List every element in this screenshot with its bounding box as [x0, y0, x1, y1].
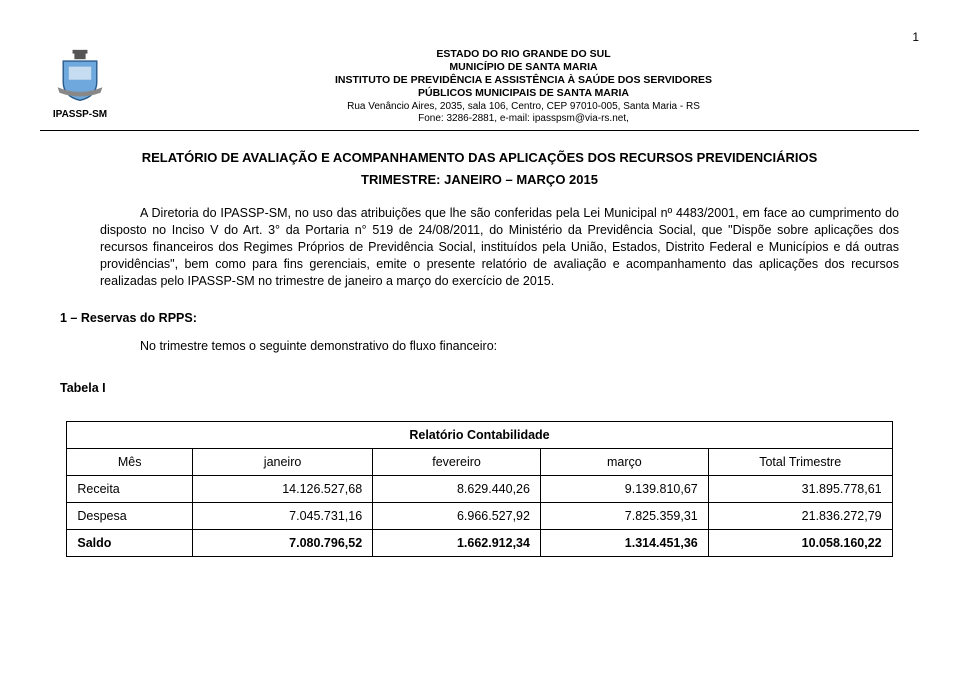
document-header: IPASSP-SM ESTADO DO RIO GRANDE DO SUL MU…: [40, 48, 919, 126]
header-address: Rua Venâncio Aires, 2035, sala 106, Cent…: [128, 101, 919, 114]
col-header-1: janeiro: [192, 449, 372, 476]
table-title: Relatório Contabilidade: [67, 422, 892, 449]
row-label: Despesa: [67, 503, 193, 530]
cell-value: 1.314.451,36: [540, 530, 708, 557]
col-header-3: março: [540, 449, 708, 476]
table-row: Receita14.126.527,688.629.440,269.139.81…: [67, 476, 892, 503]
cell-value: 10.058.160,22: [708, 530, 892, 557]
col-header-2: fevereiro: [373, 449, 541, 476]
coat-of-arms-icon: [52, 48, 108, 104]
cell-value: 14.126.527,68: [192, 476, 372, 503]
cell-value: 21.836.272,79: [708, 503, 892, 530]
cell-value: 31.895.778,61: [708, 476, 892, 503]
header-rule: [40, 130, 919, 131]
section-1-intro: No trimestre temos o seguinte demonstrat…: [140, 339, 919, 353]
cell-value: 7.045.731,16: [192, 503, 372, 530]
table-title-row: Relatório Contabilidade: [67, 422, 892, 449]
col-header-4: Total Trimestre: [708, 449, 892, 476]
table-label: Tabela I: [60, 381, 919, 395]
logo-label: IPASSP-SM: [40, 109, 120, 120]
row-label: Saldo: [67, 530, 193, 557]
cell-value: 6.966.527,92: [373, 503, 541, 530]
table-row: Saldo7.080.796,521.662.912,341.314.451,3…: [67, 530, 892, 557]
header-line-4: PÚBLICOS MUNICIPAIS DE SANTA MARIA: [128, 87, 919, 100]
section-1-heading: 1 – Reservas do RPPS:: [60, 311, 919, 325]
logo-block: IPASSP-SM: [40, 48, 120, 120]
intro-paragraph: A Diretoria do IPASSP-SM, no uso das atr…: [100, 205, 899, 289]
table-header-row: Mês janeiro fevereiro março Total Trimes…: [67, 449, 892, 476]
report-title: RELATÓRIO DE AVALIAÇÃO E ACOMPANHAMENTO …: [100, 149, 859, 167]
header-line-3: INSTITUTO DE PREVIDÊNCIA E ASSISTÊNCIA À…: [128, 74, 919, 87]
row-label: Receita: [67, 476, 193, 503]
report-subtitle: TRIMESTRE: JANEIRO – MARÇO 2015: [40, 172, 919, 187]
cell-value: 8.629.440,26: [373, 476, 541, 503]
col-header-0: Mês: [67, 449, 193, 476]
page-number: 1: [40, 30, 919, 44]
header-line-1: ESTADO DO RIO GRANDE DO SUL: [128, 48, 919, 61]
accounting-table: Relatório Contabilidade Mês janeiro feve…: [66, 421, 892, 557]
cell-value: 9.139.810,67: [540, 476, 708, 503]
cell-value: 1.662.912,34: [373, 530, 541, 557]
cell-value: 7.080.796,52: [192, 530, 372, 557]
header-line-2: MUNICÍPIO DE SANTA MARIA: [128, 61, 919, 74]
table-row: Despesa7.045.731,166.966.527,927.825.359…: [67, 503, 892, 530]
header-contact: Fone: 3286-2881, e-mail: ipasspsm@via-rs…: [128, 113, 919, 126]
header-text: ESTADO DO RIO GRANDE DO SUL MUNICÍPIO DE…: [128, 48, 919, 126]
cell-value: 7.825.359,31: [540, 503, 708, 530]
